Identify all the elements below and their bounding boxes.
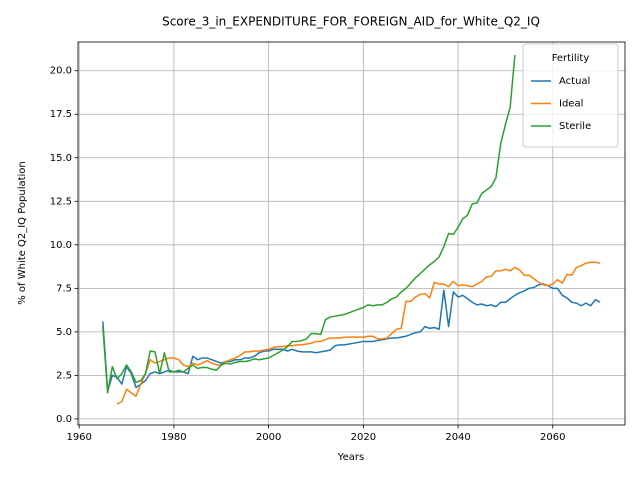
x-tick-label: 2060 [540,432,565,443]
x-tick-label: 2040 [445,432,470,443]
y-tick-label: 15.0 [50,153,72,164]
legend-title: Fertility [552,53,590,64]
y-tick-label: 10.0 [50,240,72,251]
data-line [116,261,601,405]
y-tick-label: 5.0 [56,327,72,338]
x-tick-label: 2000 [256,432,281,443]
x-tick-label: 2020 [351,432,376,443]
x-axis-label: Years [337,452,364,463]
x-tick-label: 1960 [66,432,91,443]
y-tick-label: 20.0 [50,66,72,77]
y-tick-label: 17.5 [50,109,72,120]
data-line [102,283,601,392]
y-tick-label: 0.0 [56,414,72,425]
y-tick-label: 2.5 [56,370,72,381]
grid [78,42,625,425]
axes-frame [77,41,626,426]
ticks: 1960 1980 2000 2020 2040 2060 0.0 2.5 5.0 7.5 10.0… [50,66,566,443]
x-tick-label: 1980 [161,432,186,443]
legend-label: Ideal [559,99,583,110]
chart-title: Score_3_in_EXPENDITURE_FOR_FOREIGN_AID_f… [162,15,540,29]
legend-label: Sterile [559,121,591,132]
y-tick-label: 7.5 [56,283,72,294]
legend: Fertility Actual Ideal Sterile [522,43,619,148]
plot-lines [102,54,601,405]
legend-label: Actual [559,76,590,87]
legend-box [522,43,619,148]
y-axis-label: % of White Q2_IQ Population [17,161,28,305]
data-line [102,54,516,394]
y-tick-label: 12.5 [50,196,72,207]
